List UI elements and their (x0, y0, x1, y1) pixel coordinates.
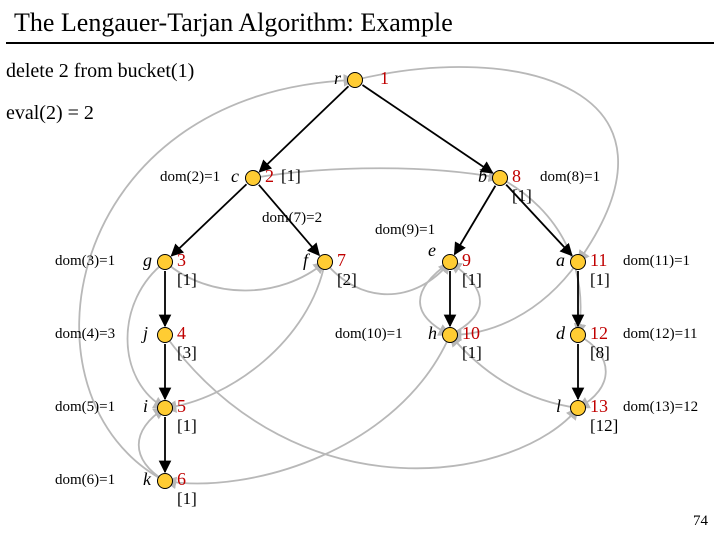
node-dom-k: dom(6)=1 (55, 472, 115, 489)
node-num-e: 9 (462, 250, 471, 271)
node-letter-f: f (303, 250, 308, 271)
node-i (157, 400, 173, 416)
node-letter-l: l (556, 396, 561, 417)
node-letter-j: j (143, 323, 148, 344)
node-bracket-a: [1] (590, 270, 610, 290)
tree-edge (259, 86, 348, 172)
node-letter-r: r (334, 68, 341, 89)
node-bracket-h: [1] (462, 343, 482, 363)
node-dom-c: dom(2)=1 (160, 169, 220, 186)
node-dom-a: dom(11)=1 (623, 253, 690, 270)
node-bracket-j: [3] (177, 343, 197, 363)
node-num-i: 5 (177, 396, 186, 417)
node-num-g: 3 (177, 250, 186, 271)
node-num-l: 13 (590, 396, 608, 417)
node-bracket-e: [1] (462, 270, 482, 290)
slide-number: 74 (693, 513, 708, 530)
gray-edge (165, 335, 450, 483)
step-line-1: delete 2 from bucket(1) (6, 60, 194, 83)
node-b (492, 170, 508, 186)
node-bracket-d: [8] (590, 343, 610, 363)
node-dom-h: dom(10)=1 (335, 326, 403, 343)
node-num-k: 6 (177, 469, 186, 490)
node-r (347, 72, 363, 88)
node-num-c: 2 (265, 166, 274, 187)
node-letter-c: c (231, 166, 239, 187)
tree-edge (172, 184, 247, 256)
node-dom-d: dom(12)=11 (623, 326, 698, 343)
node-dom-e: dom(9)=1 (375, 222, 435, 239)
node-letter-i: i (143, 396, 148, 417)
node-num-j: 4 (177, 323, 186, 344)
node-l (570, 400, 586, 416)
node-dom-j: dom(4)=3 (55, 326, 115, 343)
node-bracket-f: [2] (337, 270, 357, 290)
node-bracket-i: [1] (177, 416, 197, 436)
node-dom-g: dom(3)=1 (55, 253, 115, 270)
node-num-f: 7 (337, 250, 346, 271)
node-dom-l: dom(13)=12 (623, 399, 698, 416)
node-j (157, 327, 173, 343)
page-title: The Lengauer-Tarjan Algorithm: Example (6, 0, 714, 44)
node-letter-g: g (143, 250, 152, 271)
node-f (317, 254, 333, 270)
node-bracket-b: [1] (512, 186, 532, 206)
node-letter-h: h (428, 323, 437, 344)
node-bracket-g: [1] (177, 270, 197, 290)
node-bracket-c: [1] (281, 166, 301, 186)
node-g (157, 254, 173, 270)
node-letter-e: e (428, 240, 436, 261)
node-k (157, 473, 173, 489)
node-letter-d: d (556, 323, 565, 344)
node-c (245, 170, 261, 186)
node-dom-b: dom(8)=1 (540, 169, 600, 186)
node-num-a: 11 (590, 250, 607, 271)
tree-edge (362, 85, 492, 173)
node-bracket-k: [1] (177, 489, 197, 509)
node-letter-b: b (478, 166, 487, 187)
node-a (570, 254, 586, 270)
node-bracket-l: [12] (590, 416, 618, 436)
node-letter-k: k (143, 469, 151, 490)
node-num-b: 8 (512, 166, 521, 187)
node-dom-i: dom(5)=1 (55, 399, 115, 416)
node-num-d: 12 (590, 323, 608, 344)
node-h (442, 327, 458, 343)
step-line-2: eval(2) = 2 (6, 102, 94, 125)
gray-edge (79, 80, 355, 481)
node-dom-f: dom(7)=2 (262, 210, 322, 227)
tree-edge (455, 186, 496, 255)
node-num-h: 10 (462, 323, 480, 344)
node-e (442, 254, 458, 270)
gray-edge (165, 335, 578, 468)
node-d (570, 327, 586, 343)
node-num-r: 1 (380, 68, 389, 89)
node-letter-a: a (556, 250, 565, 271)
